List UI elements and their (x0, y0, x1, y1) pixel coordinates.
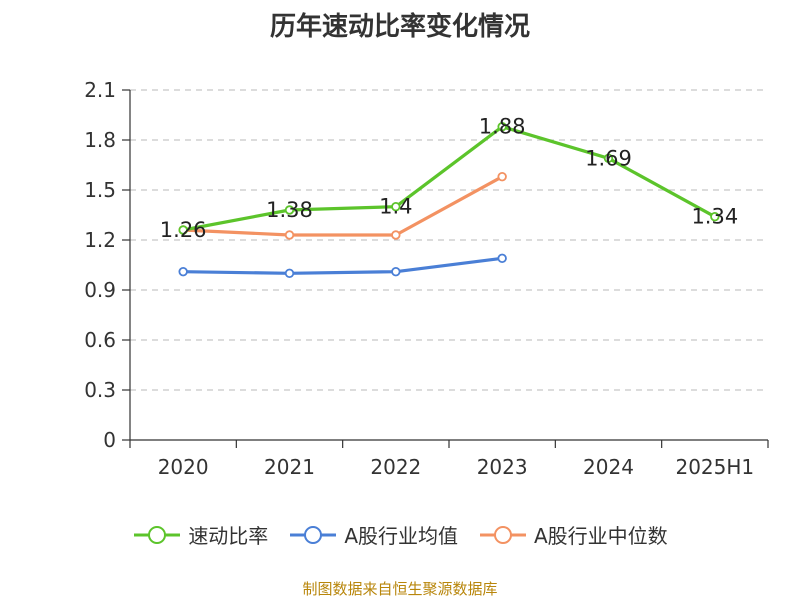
data-point (284, 205, 295, 215)
y-tick-label: 0.9 (84, 278, 116, 302)
legend-label: A股行业均值 (344, 524, 458, 548)
y-tick-label: 1.5 (84, 178, 116, 202)
chart-title: 历年速动比率变化情况 (269, 12, 530, 42)
y-tick-label: 1.8 (84, 128, 116, 152)
legend: 速动比率 A股行业均值 A股行业中位数 (0, 520, 800, 549)
grid-lines (130, 89, 768, 391)
legend-item: A股行业中位数 (478, 520, 668, 549)
data-label: 1.69 (585, 146, 632, 170)
y-tick-label: 0 (103, 428, 116, 452)
data-point (497, 121, 507, 132)
legend-circle (304, 525, 323, 544)
data-label: 1.38 (266, 198, 313, 222)
legend-circle (494, 525, 512, 544)
data-point (391, 201, 401, 212)
y-tick-label: 0.3 (84, 378, 116, 402)
legend-item: A股行业均值 (288, 520, 458, 549)
legend-circle (148, 525, 167, 544)
x-tick-label: 2023 (477, 455, 528, 479)
data-label: 1.4 (379, 195, 412, 219)
data-point (391, 230, 401, 240)
data-point (710, 211, 720, 222)
data-point (497, 253, 507, 264)
data-labels: 1.26 1.38 1.4 1.88 1.69 1.34 (160, 115, 738, 242)
x-tick-label: 2021 (264, 455, 315, 479)
legend-label: A股行业中位数 (534, 524, 668, 548)
data-label: 1.26 (160, 218, 207, 242)
y-tick-label: 1.2 (84, 228, 116, 252)
axes: 0 0.3 0.6 0.9 1.2 1.5 1.8 2.1 2020 2021 2022 2023 20… (84, 78, 769, 479)
y-tick-label: 2.1 (84, 78, 116, 102)
data-point (603, 153, 614, 164)
series-line (181, 125, 717, 232)
x-tick-label: 2022 (370, 455, 421, 479)
data-point (178, 266, 188, 277)
data-point (178, 225, 188, 235)
data-label: 1.88 (479, 115, 526, 139)
data-label: 1.34 (691, 205, 738, 229)
y-tick-label: 0.6 (84, 328, 116, 352)
legend-item: 速动比率 (132, 520, 268, 549)
legend-label: 速动比率 (188, 524, 269, 548)
data-point (391, 266, 401, 277)
data-point (497, 171, 507, 182)
x-tick-label: 2025H1 (675, 455, 754, 479)
data-point (284, 230, 295, 240)
series-line (181, 256, 504, 275)
series-line (181, 175, 504, 237)
legend-marker-icon (290, 525, 337, 544)
x-tick-label: 2024 (583, 455, 634, 479)
source-footer: 制图数据来自恒生聚源数据库 (302, 580, 498, 598)
legend-marker-icon (134, 525, 181, 544)
legend-marker-icon (480, 525, 526, 544)
data-point (284, 268, 295, 279)
series-group (178, 121, 720, 279)
x-tick-label: 2020 (158, 455, 209, 479)
